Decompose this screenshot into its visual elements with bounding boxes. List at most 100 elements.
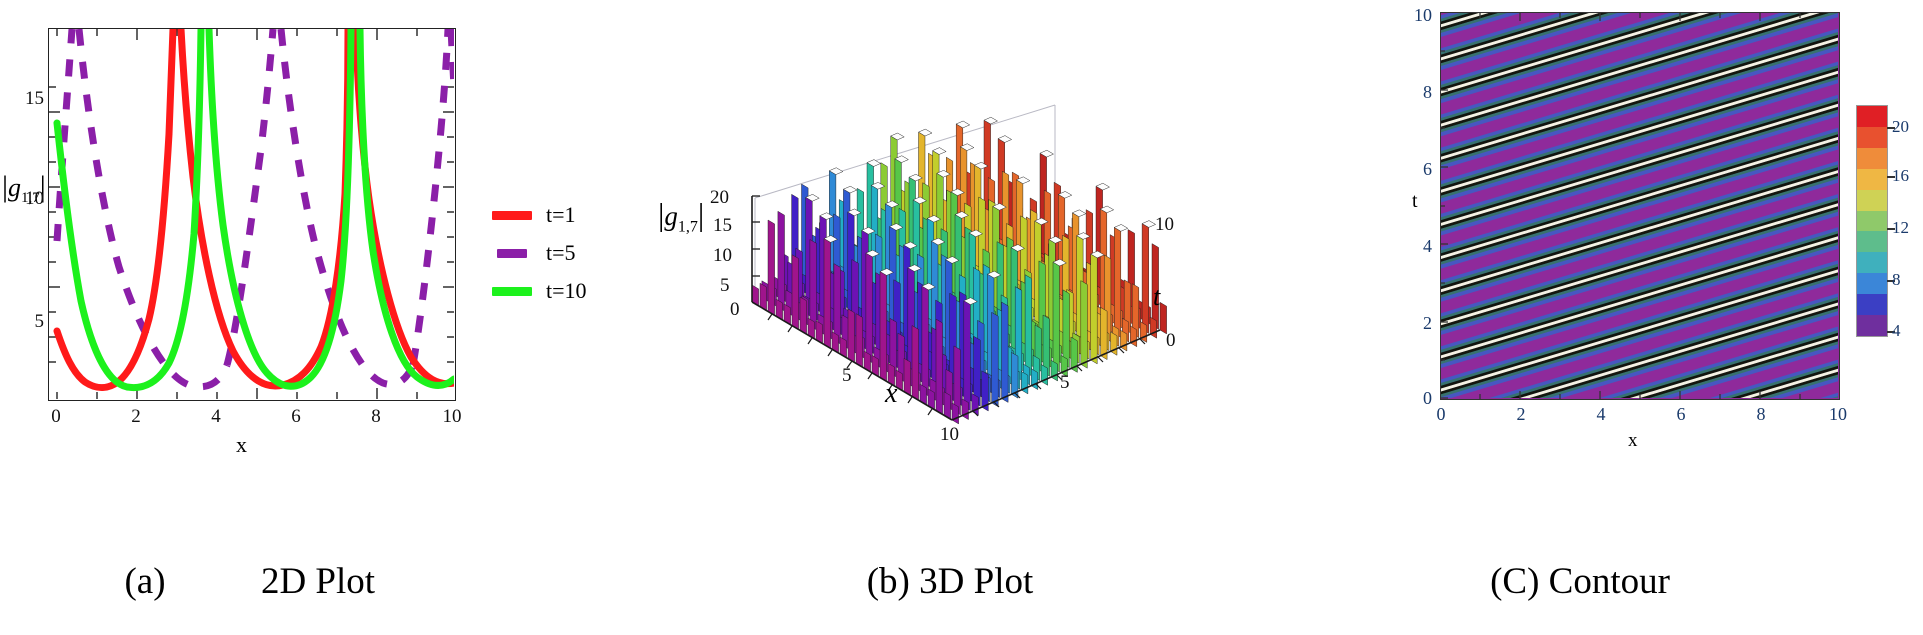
surface-clipped-cap: [992, 203, 1007, 211]
contour-band: [1441, 76, 1838, 199]
colorbar-tick-4: 4: [1892, 321, 1901, 340]
contour-band: [1519, 302, 1838, 398]
panel-c-xtick-2: 2: [1516, 404, 1526, 424]
surface-clipped-cap: [823, 235, 839, 243]
panel-a-ytick-15: 15: [25, 88, 44, 109]
surface-clipped-cap: [950, 188, 965, 196]
legend-item-t10: t=10: [492, 272, 642, 310]
contour-band: [1441, 106, 1838, 229]
colorbar-segment: [1857, 126, 1887, 148]
surface-spike: [991, 311, 999, 408]
contour-band: [1441, 103, 1838, 227]
surface-spike: [951, 402, 959, 425]
surface-spike: [1114, 227, 1122, 338]
surface-spike: [809, 239, 817, 331]
surface-clipped-cap: [912, 196, 928, 205]
colorbar-segment: [1857, 189, 1887, 211]
surface-clipped-cap: [884, 200, 900, 208]
panel-c-xtick-6: 6: [1676, 404, 1686, 424]
panel-b-xtick-10: 10: [940, 424, 959, 445]
surface-clipped-cap: [983, 116, 999, 125]
caption-b: (b) 3D Plot: [830, 560, 1070, 603]
legend-swatch-t5: [497, 248, 527, 258]
contour-band: [1649, 341, 1838, 398]
surface-clipped-cap: [1113, 224, 1129, 232]
contour-band: [1441, 244, 1838, 368]
surface-spike: [799, 296, 807, 335]
panel-c-contour-bands: [1441, 13, 1838, 398]
legend-swatch-t1: [492, 210, 532, 220]
panel-c-ytick-0: 0: [1423, 388, 1432, 408]
surface-clipped-cap: [828, 167, 844, 175]
surface-clipped-cap: [944, 256, 960, 264]
surface-clipped-cap: [908, 173, 923, 182]
surface-spike: [1100, 307, 1108, 360]
contour-band: [1710, 359, 1838, 398]
contour-band: [1441, 230, 1838, 353]
caption-a-text: 2D Plot: [260, 561, 376, 602]
surface-clipped-cap: [917, 128, 933, 137]
surface-clipped-cap: [1076, 232, 1091, 240]
contour-band: [1441, 112, 1838, 236]
panel-b-xtick-5: 5: [842, 365, 852, 386]
surface-spike: [833, 263, 841, 345]
surface-spike: [1024, 274, 1032, 377]
surface-spike: [1030, 368, 1039, 390]
panel-a-xtick-6: 6: [291, 406, 301, 427]
contour-band: [1441, 73, 1838, 196]
contour-band: [1441, 131, 1838, 254]
surface-clipped-cap: [1048, 236, 1063, 244]
surface-clipped-cap: [932, 147, 947, 155]
contour-band: [1441, 94, 1838, 218]
surface-spike: [1021, 371, 1029, 395]
panel-a-legend: t=1 t=5 t=10: [492, 196, 642, 310]
colorbar-segment: [1857, 252, 1887, 274]
panel-a-plot-area: [48, 28, 456, 401]
colorbar-segment: [1857, 147, 1887, 169]
contour-band: [1441, 242, 1838, 365]
contour-band: [1441, 266, 1838, 390]
colorbar-tick-12: 12: [1892, 218, 1909, 237]
contour-band: [1441, 233, 1838, 356]
contour-band: [1441, 203, 1838, 326]
panel-c-plot-area: [1440, 12, 1840, 400]
contour-band: [1441, 79, 1838, 203]
surface-spike: [847, 308, 855, 363]
contour-band: [1441, 67, 1838, 191]
surface-clipped-cap: [1141, 220, 1157, 228]
surface-clipped-cap: [1095, 182, 1111, 191]
caption-c-tag: (C): [1490, 561, 1540, 602]
surface-spike: [935, 318, 943, 415]
panel-b-xtick-0: 0: [730, 299, 740, 320]
surface-spike: [911, 325, 919, 401]
surface-spike: [961, 398, 969, 420]
legend-item-t5: t=5: [492, 234, 642, 272]
contour-band: [1441, 134, 1838, 257]
contour-band: [1441, 269, 1838, 392]
surface-spike: [1149, 316, 1157, 339]
caption-a-tag: (a): [124, 561, 166, 602]
caption-b-text: 3D Plot: [919, 561, 1034, 602]
panel-b-ztick-5: 5: [720, 275, 730, 296]
contour-band: [1441, 13, 1631, 70]
surface-clipped-cap: [907, 264, 922, 272]
surface-clipped-cap: [870, 182, 886, 190]
surface-spike: [791, 254, 799, 330]
contour-band: [1731, 365, 1838, 398]
contour-band: [1441, 98, 1838, 221]
panel-2d-plot: |g1,7| 15 10 5: [0, 0, 640, 520]
colorbar-segment: [1857, 106, 1887, 127]
contour-band: [1441, 197, 1838, 320]
surface-clipped-cap: [1057, 191, 1073, 199]
contour-band: [1441, 170, 1838, 293]
contour-band: [1832, 396, 1838, 398]
contour-band: [1489, 293, 1838, 398]
surface-spike: [1130, 325, 1138, 348]
contour-band: [1441, 200, 1838, 323]
contour-band: [1441, 275, 1838, 398]
contour-band: [1441, 40, 1838, 163]
contour-band: [1441, 167, 1838, 290]
contour-band: [1441, 260, 1838, 384]
contour-band: [1441, 206, 1838, 329]
contour-band: [1611, 330, 1838, 398]
